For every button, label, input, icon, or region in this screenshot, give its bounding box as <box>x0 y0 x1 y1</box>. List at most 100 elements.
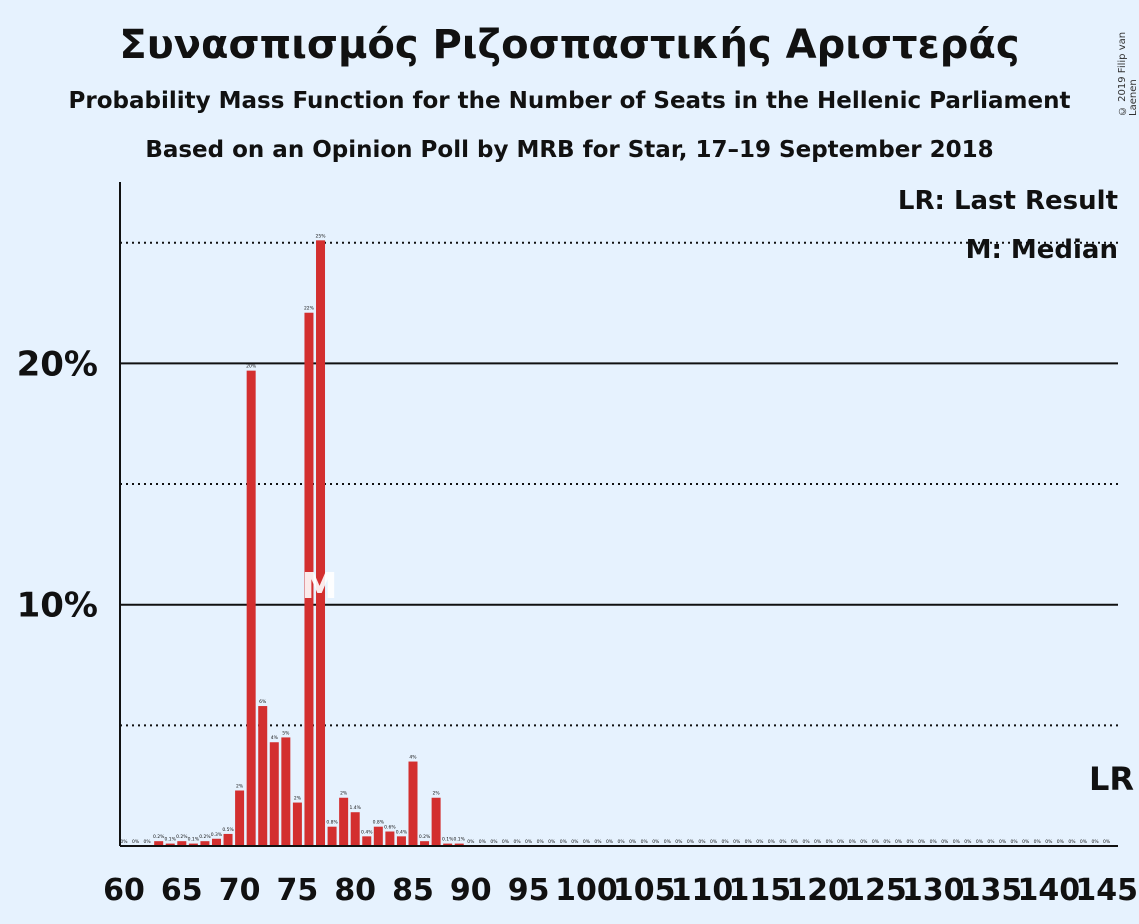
x-tick-label: 130 <box>902 873 965 908</box>
bar-value-label: 0% <box>467 839 475 845</box>
bar-value-label: 0% <box>779 839 787 845</box>
bar-value-label: 0% <box>583 839 591 845</box>
x-tick-label: 115 <box>728 873 791 908</box>
bar-seat-74 <box>281 737 291 846</box>
x-tick-label: 140 <box>1017 873 1080 908</box>
bar-labels-group: 0% 0% 0%0.2% 0.1% 0.2% 0.1% 0.2% 0.3%0.5%2%20%6… <box>120 233 1110 845</box>
bar-seat-70 <box>235 790 245 846</box>
bar-value-label: 0% <box>1103 839 1111 845</box>
bar-value-label: 2% <box>340 791 348 797</box>
bar-value-label: 0% <box>560 839 568 845</box>
bar-value-label: 0% <box>872 839 880 845</box>
x-tick-label: 125 <box>844 873 907 908</box>
bar-value-label: 0% <box>664 839 672 845</box>
bar-value-label: 1.4% <box>349 805 361 811</box>
bar-value-label: 0.5% <box>222 827 234 833</box>
bar-value-label: 0.1% <box>165 837 177 843</box>
bar-value-label: 25% <box>316 233 327 239</box>
bar-value-label: 0% <box>652 839 660 845</box>
bar-value-label: 0% <box>675 839 683 845</box>
legend-last-result: LR: Last Result <box>898 186 1118 216</box>
bar-value-label: 0% <box>710 839 718 845</box>
bar-value-label: 0% <box>768 839 776 845</box>
bar-value-label: 0% <box>144 839 152 845</box>
bar-value-label: 0.8% <box>326 820 338 826</box>
bar-value-label: 0% <box>907 839 915 845</box>
bar-seat-81 <box>362 836 372 846</box>
bar-value-label: 2% <box>433 791 441 797</box>
bar-value-label: 0% <box>525 839 533 845</box>
bar-value-label: 0% <box>849 839 857 845</box>
bar-value-label: 0% <box>745 839 753 845</box>
bar-value-label: 0% <box>1057 839 1065 845</box>
bar-value-label: 0% <box>698 839 706 845</box>
bar-value-label: 0% <box>548 839 556 845</box>
bar-seat-87 <box>431 797 441 846</box>
bar-value-label: 0% <box>791 839 799 845</box>
x-tick-label: 110 <box>671 873 734 908</box>
grid-lines <box>120 241 1118 727</box>
bar-seat-68 <box>211 838 221 846</box>
x-tick-label: 90 <box>450 873 492 908</box>
bar-value-label: 20% <box>246 364 257 370</box>
x-tick-label: 120 <box>786 873 849 908</box>
median-marker: M <box>302 566 338 607</box>
bar-value-label: 0% <box>1068 839 1076 845</box>
bar-value-label: 0.4% <box>396 829 408 835</box>
bar-value-label: 0% <box>826 839 834 845</box>
bar-value-label: 0% <box>802 839 810 845</box>
x-tick-label: 105 <box>613 873 676 908</box>
bar-seat-75 <box>292 802 302 846</box>
bar-seat-79 <box>339 797 349 846</box>
bar-value-label: 4% <box>271 735 279 741</box>
bar-seat-72 <box>258 706 268 846</box>
bar-seat-83 <box>385 831 395 846</box>
bar-value-label: 0% <box>594 839 602 845</box>
bar-value-label: 0.4% <box>361 829 373 835</box>
bar-seat-71 <box>246 370 256 846</box>
bar-value-label: 0.6% <box>384 825 396 831</box>
bar-value-label: 0% <box>641 839 649 845</box>
last-result-marker: LR <box>1089 760 1134 798</box>
chart-subtitle: Probability Mass Function for the Number… <box>68 88 1071 114</box>
x-tick-label: 135 <box>960 873 1023 908</box>
bar-seat-78 <box>327 826 337 846</box>
bar-value-label: 0% <box>918 839 926 845</box>
bar-value-label: 0.1% <box>188 837 200 843</box>
bar-seat-76 <box>304 312 314 846</box>
bar-value-label: 0% <box>629 839 637 845</box>
bar-value-label: 4% <box>409 755 417 761</box>
bar-value-label: 0% <box>733 839 741 845</box>
bar-seat-88 <box>443 843 453 846</box>
bar-value-label: 0% <box>999 839 1007 845</box>
bar-seat-82 <box>373 826 383 846</box>
bar-value-label: 0% <box>537 839 545 845</box>
bar-value-label: 0.2% <box>419 834 431 840</box>
bar-seat-85 <box>408 761 418 846</box>
bar-value-label: 0% <box>987 839 995 845</box>
bar-seat-80 <box>350 812 360 846</box>
chart-title: Συνασπισμός Ριζοσπαστικής Αριστεράς <box>119 22 1020 68</box>
bar-value-label: 0% <box>1080 839 1088 845</box>
x-tick-label: 85 <box>392 873 434 908</box>
x-tick-label: 75 <box>277 873 319 908</box>
bar-value-label: 6% <box>259 699 267 705</box>
axes-group: 10% 20% M LR 60 65 70 75 80 85 90 95 100105110115120… <box>17 182 1138 908</box>
bar-value-label: 2% <box>236 784 244 790</box>
bar-seat-67 <box>200 841 210 846</box>
bar-value-label: 0.2% <box>153 834 165 840</box>
bar-value-label: 0% <box>120 839 128 845</box>
x-tick-label: 100 <box>555 873 618 908</box>
bar-seat-84 <box>396 836 406 846</box>
bar-seat-73 <box>269 742 279 846</box>
x-tick-label: 145 <box>1075 873 1138 908</box>
bar-value-label: 0% <box>1022 839 1030 845</box>
bar-value-label: 0% <box>1011 839 1019 845</box>
bar-seat-63 <box>154 841 164 846</box>
bar-value-label: 0% <box>837 839 845 845</box>
bar-value-label: 22% <box>304 306 315 312</box>
bar-seat-66 <box>188 843 198 846</box>
x-tick-label: 95 <box>508 873 550 908</box>
bar-seat-65 <box>177 841 187 846</box>
bar-value-label: 0% <box>502 839 510 845</box>
